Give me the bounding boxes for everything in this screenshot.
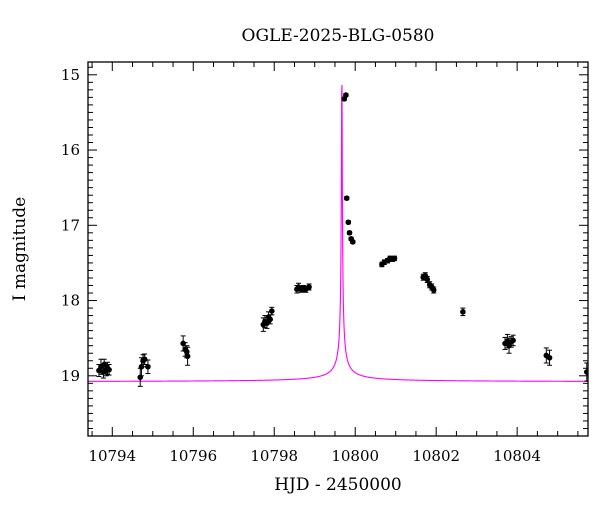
data-point xyxy=(137,367,144,387)
point-marker xyxy=(460,309,466,315)
x-tick-label: 10796 xyxy=(169,447,217,465)
data-point xyxy=(349,239,356,245)
point-marker xyxy=(343,92,349,98)
data-point xyxy=(343,195,350,202)
x-tick-label: 10804 xyxy=(493,447,541,465)
data-point xyxy=(184,346,191,366)
point-marker xyxy=(306,284,312,290)
y-tick-label: 19 xyxy=(61,367,80,385)
data-point xyxy=(106,364,112,376)
data-point xyxy=(391,255,398,262)
point-marker xyxy=(183,348,190,355)
x-tick-label: 10802 xyxy=(412,447,460,465)
data-point xyxy=(141,353,148,366)
y-tick-label: 16 xyxy=(61,141,80,159)
data-point xyxy=(145,359,151,375)
point-marker xyxy=(141,356,148,363)
y-tick-label: 18 xyxy=(61,292,80,310)
point-marker xyxy=(583,369,588,375)
data-point xyxy=(306,283,312,291)
data-point xyxy=(510,334,516,347)
point-marker xyxy=(180,340,186,347)
data-point xyxy=(264,317,270,329)
axis-tick-labels: 10794 10796 10798 10800 10802 10804 15 16 17 18 19 xyxy=(61,66,541,465)
data-points xyxy=(96,92,588,387)
data-point xyxy=(345,219,352,226)
point-marker xyxy=(267,316,273,323)
point-marker xyxy=(184,353,191,360)
y-tick-label: 15 xyxy=(61,66,80,84)
x-tick-label: 10798 xyxy=(250,447,298,465)
data-point xyxy=(346,230,353,236)
point-marker xyxy=(106,366,112,373)
point-marker xyxy=(345,219,352,226)
plot-frame xyxy=(87,61,589,437)
data-point xyxy=(343,92,349,98)
y-axis-label: I magnitude xyxy=(10,197,30,301)
x-axis-label: HJD - 2450000 xyxy=(274,475,402,495)
y-tick-label: 17 xyxy=(61,216,80,234)
x-tick-label: 10800 xyxy=(331,447,379,465)
data-point xyxy=(583,362,588,382)
data-point xyxy=(269,306,275,316)
point-marker xyxy=(424,276,431,283)
point-marker xyxy=(346,230,353,236)
point-marker xyxy=(391,255,398,262)
data-point xyxy=(460,307,466,317)
point-marker xyxy=(349,239,356,245)
data-point xyxy=(546,349,553,366)
point-marker xyxy=(269,308,275,314)
model-curve xyxy=(88,84,588,382)
point-marker xyxy=(510,337,516,344)
point-marker xyxy=(430,287,437,293)
point-marker xyxy=(145,363,151,370)
point-marker xyxy=(101,361,107,368)
point-marker xyxy=(546,354,553,361)
point-marker xyxy=(343,195,350,202)
chart-title: OGLE-2025-BLG-0580 xyxy=(242,26,435,46)
axis-ticks xyxy=(88,62,588,437)
data-point xyxy=(430,286,437,294)
x-tick-label: 10794 xyxy=(88,447,136,465)
